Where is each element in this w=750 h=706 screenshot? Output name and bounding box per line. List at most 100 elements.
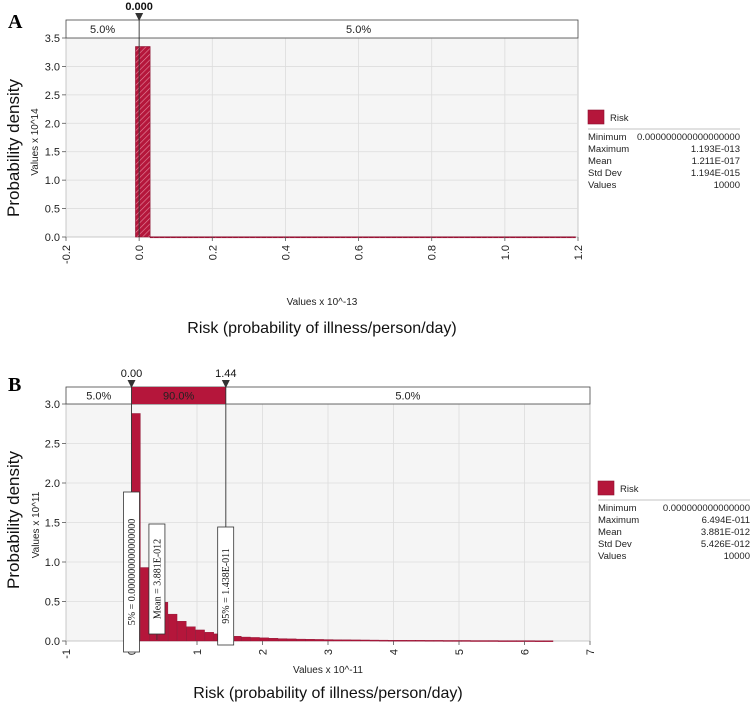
bar: [452, 640, 462, 642]
bar: [498, 640, 508, 642]
panel-letter: A: [8, 11, 23, 33]
bar: [333, 639, 343, 642]
bar: [516, 640, 526, 642]
bar: [406, 640, 416, 642]
x-tick-label: 1: [192, 649, 204, 655]
stat-value: 1.193E-013: [691, 144, 740, 155]
bar: [415, 640, 425, 642]
y-tick-label: 3.0: [45, 399, 60, 411]
legend: Risk: [587, 109, 740, 130]
stats-table: Minimum 0.000000000000000000 Maximum 1.193E…: [588, 132, 740, 191]
bar: [543, 640, 554, 642]
x-tick-label: -0.2: [61, 245, 73, 264]
delimiter-label: 0.000: [125, 1, 153, 13]
plot-area: [65, 37, 579, 238]
stats-table: Minimum 0.000000000000000 Maximum 6.494E-01…: [598, 503, 750, 562]
legend-swatch: [597, 480, 615, 496]
y-tick-labels: 0.0 0.5 1.0 1.5 2.0 2.5 3.0 3.5: [45, 33, 66, 244]
delimiter-marker: [221, 380, 230, 388]
y-tick-label: 2.0: [45, 118, 60, 130]
x-tick-label: 0.6: [354, 245, 366, 260]
x-tick-label: 1.0: [500, 245, 512, 260]
y-tick-label: 1.5: [45, 147, 60, 159]
x-axis-title: Risk (probability of illness/person/day): [193, 685, 462, 702]
bar: [461, 640, 471, 642]
panel-a: A-0.2 0.0 0.2 0.4 0.6 0.8 1.0 1.20.00.51.01.52.…: [4, 1, 740, 337]
panel-letter: B: [8, 374, 21, 396]
bar: [488, 640, 499, 642]
bar: [287, 638, 297, 642]
x-tick-label: 0.0: [134, 245, 146, 260]
bar: [314, 639, 324, 642]
band-segment-label: 5.0%: [90, 24, 115, 36]
stat-value: 5.426E-012: [701, 539, 750, 550]
bar: [186, 626, 196, 642]
bar: [323, 639, 334, 642]
stat-name: Values: [588, 180, 617, 191]
bar: [443, 640, 453, 642]
annotation-label: 5% = 0.000000000000000: [127, 519, 138, 625]
bar: [470, 640, 480, 642]
x-tick-label: 2: [258, 649, 270, 655]
x-tick-label: 4: [389, 649, 401, 655]
bar: [378, 639, 389, 642]
x-tick-label: -1: [61, 649, 73, 659]
y-tick-label: 2.5: [45, 439, 60, 451]
annotation-label: Mean = 3.881E-012: [152, 539, 163, 619]
y-axis-title: Probability density: [4, 451, 23, 589]
annotation-label: 95% = 1.438E-011: [221, 548, 232, 624]
y-tick-label: 1.0: [45, 557, 60, 569]
annotations: 5% = 0.000000000000000 Mean = 3.881E-012 9…: [123, 491, 235, 653]
stat-value: 1.194E-015: [691, 168, 740, 179]
x-tick-label: 0.8: [427, 245, 439, 260]
bar: [534, 640, 545, 642]
bar: [250, 637, 260, 642]
annotation-box: [217, 526, 235, 646]
y-tick-label: 0.0: [45, 232, 60, 244]
annotation-box: [148, 523, 166, 635]
x-tick-label: 3: [323, 649, 335, 655]
stat-value: 3.881E-012: [701, 527, 750, 538]
bar: [195, 629, 205, 642]
stat-value: 0.000000000000000: [663, 503, 750, 514]
y-tick-label: 0.5: [45, 204, 60, 216]
legend-series-label: Risk: [620, 484, 639, 495]
delimiters: 0.000: [125, 1, 153, 237]
bar: [424, 640, 435, 642]
x-scale-label: Values x 10^-13: [287, 297, 358, 308]
band-segment-label: 5.0%: [395, 391, 420, 403]
x-tick-label: 5: [454, 649, 466, 655]
delimiter-label: 0.00: [121, 368, 142, 380]
y-tick-label: 0.0: [45, 636, 60, 648]
x-tick-label: 0.2: [207, 245, 219, 260]
stat-name: Maximum: [598, 515, 639, 526]
stat-name: Mean: [588, 156, 612, 167]
bar: [369, 639, 379, 642]
x-scale-label: Values x 10^-11: [293, 665, 363, 676]
stat-value: 0.000000000000000000: [637, 132, 740, 143]
band-segment-highlight: [131, 387, 226, 404]
stat-value: 1.211E-017: [692, 156, 740, 167]
bar: [140, 567, 150, 642]
stat-name: Minimum: [588, 132, 627, 143]
delimiter-marker: [135, 13, 144, 21]
x-tick-label: 7: [585, 649, 597, 655]
y-scale-label: Values x 10^14: [30, 108, 41, 176]
x-tick-labels: -101234567: [61, 641, 597, 659]
y-tick-label: 2.5: [45, 90, 60, 102]
x-tick-label: 1.2: [573, 245, 585, 260]
bar: [507, 640, 517, 642]
bar: [351, 639, 361, 642]
y-tick-label: 3.0: [45, 61, 60, 73]
y-tick-label: 0.5: [45, 597, 60, 609]
bar: [204, 632, 214, 642]
delimiter-label: 1.44: [215, 368, 236, 380]
stat-value: 10000: [714, 180, 740, 191]
y-tick-labels: 0.0 0.5 1.0 1.5 2.0 2.5 3.0: [45, 399, 66, 648]
bar: [167, 613, 178, 642]
stat-name: Minimum: [598, 503, 637, 514]
bar: [479, 640, 490, 642]
delimiter-marker: [127, 380, 136, 388]
